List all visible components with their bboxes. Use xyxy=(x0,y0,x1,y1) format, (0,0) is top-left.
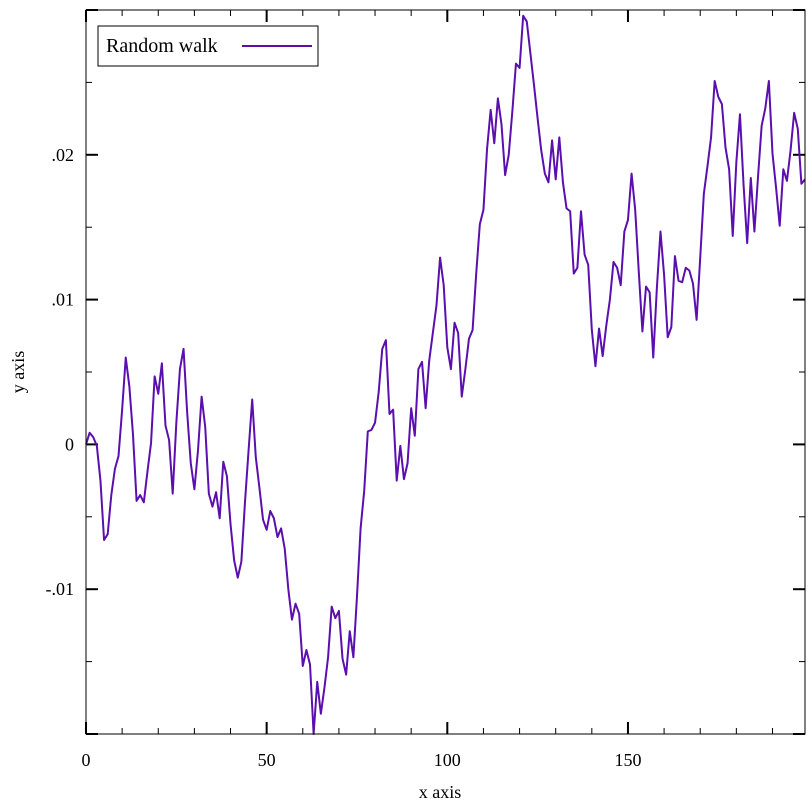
x-tick-label: 100 xyxy=(434,750,461,770)
y-axis-label: y axis xyxy=(8,351,28,394)
axis-ticks xyxy=(85,9,805,735)
x-tick-label: 150 xyxy=(614,750,641,770)
y-tick-label: 0 xyxy=(65,434,74,454)
series-layer xyxy=(85,14,806,735)
x-tick-label: 0 xyxy=(82,750,91,770)
x-axis-label: x axis xyxy=(419,782,462,802)
y-tick-label: -.01 xyxy=(46,579,75,599)
y-tick-label: .01 xyxy=(52,290,75,310)
legend-label-random-walk: Random walk xyxy=(106,35,218,57)
series-line-random-walk xyxy=(85,14,806,735)
y-tick-label: .02 xyxy=(52,145,75,165)
tick-labels: 0 50 100 150 -.01 0 .01 .02 xyxy=(46,145,642,770)
legend: Random walk xyxy=(97,25,319,67)
x-tick-label: 50 xyxy=(258,750,276,770)
plot-frame xyxy=(85,9,806,735)
